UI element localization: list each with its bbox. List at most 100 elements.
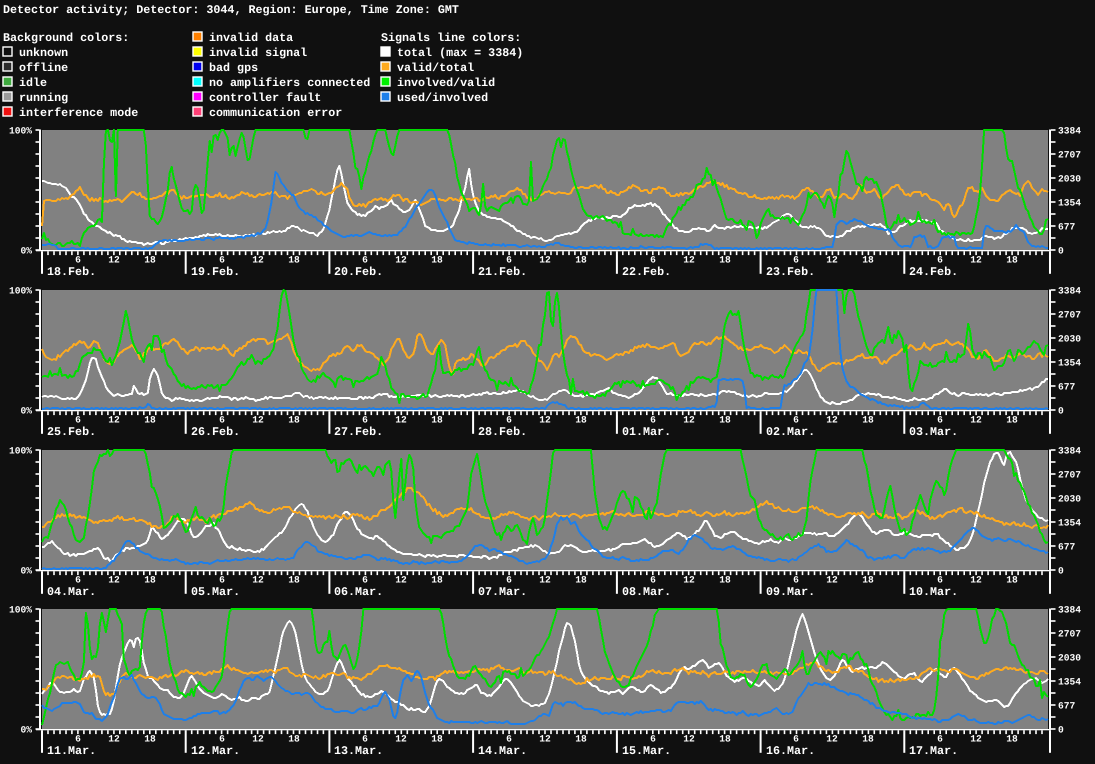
- svg-text:18: 18: [431, 575, 443, 586]
- svg-text:3384: 3384: [1058, 286, 1081, 297]
- svg-text:0%: 0%: [20, 246, 32, 257]
- svg-text:20.Feb.: 20.Feb.: [334, 265, 383, 279]
- svg-text:unknown: unknown: [19, 46, 68, 60]
- svg-text:3384: 3384: [1058, 605, 1081, 616]
- svg-text:28.Feb.: 28.Feb.: [478, 425, 527, 439]
- svg-text:3384: 3384: [1058, 446, 1081, 457]
- svg-text:100%: 100%: [9, 126, 32, 137]
- svg-text:677: 677: [1058, 222, 1076, 233]
- svg-text:6: 6: [793, 734, 799, 745]
- svg-text:6: 6: [219, 575, 225, 586]
- svg-text:2707: 2707: [1058, 150, 1081, 161]
- svg-text:6: 6: [219, 415, 225, 426]
- svg-text:18.Feb.: 18.Feb.: [47, 265, 96, 279]
- svg-text:12: 12: [395, 734, 407, 745]
- svg-text:0%: 0%: [20, 406, 32, 417]
- svg-text:6: 6: [75, 734, 81, 745]
- svg-text:100%: 100%: [9, 286, 32, 297]
- svg-text:01.Mar.: 01.Mar.: [622, 425, 671, 439]
- svg-text:18: 18: [144, 575, 156, 586]
- svg-text:18: 18: [575, 415, 587, 426]
- svg-text:677: 677: [1058, 542, 1076, 553]
- svg-text:12: 12: [252, 734, 264, 745]
- svg-text:6: 6: [937, 415, 943, 426]
- svg-text:22.Feb.: 22.Feb.: [622, 265, 671, 279]
- svg-text:6: 6: [506, 415, 512, 426]
- svg-text:677: 677: [1058, 382, 1076, 393]
- svg-text:12: 12: [539, 415, 551, 426]
- svg-text:10.Mar.: 10.Mar.: [909, 585, 958, 599]
- svg-text:Detector activity; Detector: 3: Detector activity; Detector: 3044, Regio…: [3, 3, 459, 17]
- svg-text:12: 12: [252, 575, 264, 586]
- svg-text:6: 6: [937, 734, 943, 745]
- svg-text:03.Mar.: 03.Mar.: [909, 425, 958, 439]
- svg-text:1354: 1354: [1058, 198, 1081, 209]
- svg-text:18: 18: [431, 255, 443, 266]
- svg-text:18: 18: [288, 255, 300, 266]
- svg-text:0: 0: [1058, 725, 1064, 736]
- svg-text:6: 6: [793, 575, 799, 586]
- svg-text:3384: 3384: [1058, 126, 1081, 137]
- svg-text:12: 12: [826, 255, 838, 266]
- svg-text:14.Mar.: 14.Mar.: [478, 744, 527, 758]
- svg-text:12: 12: [395, 415, 407, 426]
- svg-text:6: 6: [793, 415, 799, 426]
- svg-text:6: 6: [75, 255, 81, 266]
- svg-text:18: 18: [862, 415, 874, 426]
- svg-text:18: 18: [288, 575, 300, 586]
- svg-text:interference mode: interference mode: [19, 106, 138, 120]
- svg-text:04.Mar.: 04.Mar.: [47, 585, 96, 599]
- svg-text:12: 12: [970, 575, 982, 586]
- svg-text:677: 677: [1058, 701, 1076, 712]
- svg-text:0: 0: [1058, 246, 1064, 257]
- svg-text:12: 12: [539, 575, 551, 586]
- svg-text:6: 6: [362, 415, 368, 426]
- svg-text:idle: idle: [19, 76, 47, 90]
- svg-text:12: 12: [395, 255, 407, 266]
- svg-text:12: 12: [970, 415, 982, 426]
- svg-text:12: 12: [970, 734, 982, 745]
- svg-text:bad gps: bad gps: [209, 61, 258, 75]
- svg-text:21.Feb.: 21.Feb.: [478, 265, 527, 279]
- svg-text:0%: 0%: [20, 566, 32, 577]
- svg-text:6: 6: [506, 734, 512, 745]
- svg-text:18: 18: [862, 575, 874, 586]
- svg-text:18: 18: [288, 734, 300, 745]
- svg-text:6: 6: [219, 734, 225, 745]
- svg-text:6: 6: [75, 415, 81, 426]
- svg-text:18: 18: [1006, 415, 1018, 426]
- svg-text:18: 18: [719, 255, 731, 266]
- svg-text:18: 18: [575, 734, 587, 745]
- svg-text:15.Mar.: 15.Mar.: [622, 744, 671, 758]
- svg-text:6: 6: [506, 255, 512, 266]
- svg-text:18: 18: [575, 255, 587, 266]
- svg-text:26.Feb.: 26.Feb.: [191, 425, 240, 439]
- svg-text:12: 12: [252, 255, 264, 266]
- svg-text:offline: offline: [19, 61, 68, 75]
- svg-text:6: 6: [219, 255, 225, 266]
- svg-text:1354: 1354: [1058, 518, 1081, 529]
- svg-text:6: 6: [75, 575, 81, 586]
- svg-text:12: 12: [539, 255, 551, 266]
- svg-text:100%: 100%: [9, 605, 32, 616]
- svg-text:11.Mar.: 11.Mar.: [47, 744, 96, 758]
- svg-text:27.Feb.: 27.Feb.: [334, 425, 383, 439]
- svg-text:12: 12: [683, 575, 695, 586]
- svg-text:2707: 2707: [1058, 629, 1081, 640]
- svg-text:05.Mar.: 05.Mar.: [191, 585, 240, 599]
- svg-text:13.Mar.: 13.Mar.: [334, 744, 383, 758]
- svg-text:12: 12: [683, 255, 695, 266]
- svg-text:invalid signal: invalid signal: [209, 46, 307, 60]
- svg-text:Signals line colors:: Signals line colors:: [381, 31, 521, 45]
- svg-text:23.Feb.: 23.Feb.: [766, 265, 815, 279]
- svg-text:18: 18: [719, 415, 731, 426]
- svg-text:08.Mar.: 08.Mar.: [622, 585, 671, 599]
- svg-text:18: 18: [1006, 255, 1018, 266]
- svg-text:12: 12: [826, 734, 838, 745]
- svg-text:6: 6: [937, 255, 943, 266]
- svg-text:18: 18: [1006, 734, 1018, 745]
- svg-text:12: 12: [252, 415, 264, 426]
- svg-text:2030: 2030: [1058, 334, 1081, 345]
- svg-text:18: 18: [719, 575, 731, 586]
- svg-text:6: 6: [650, 575, 656, 586]
